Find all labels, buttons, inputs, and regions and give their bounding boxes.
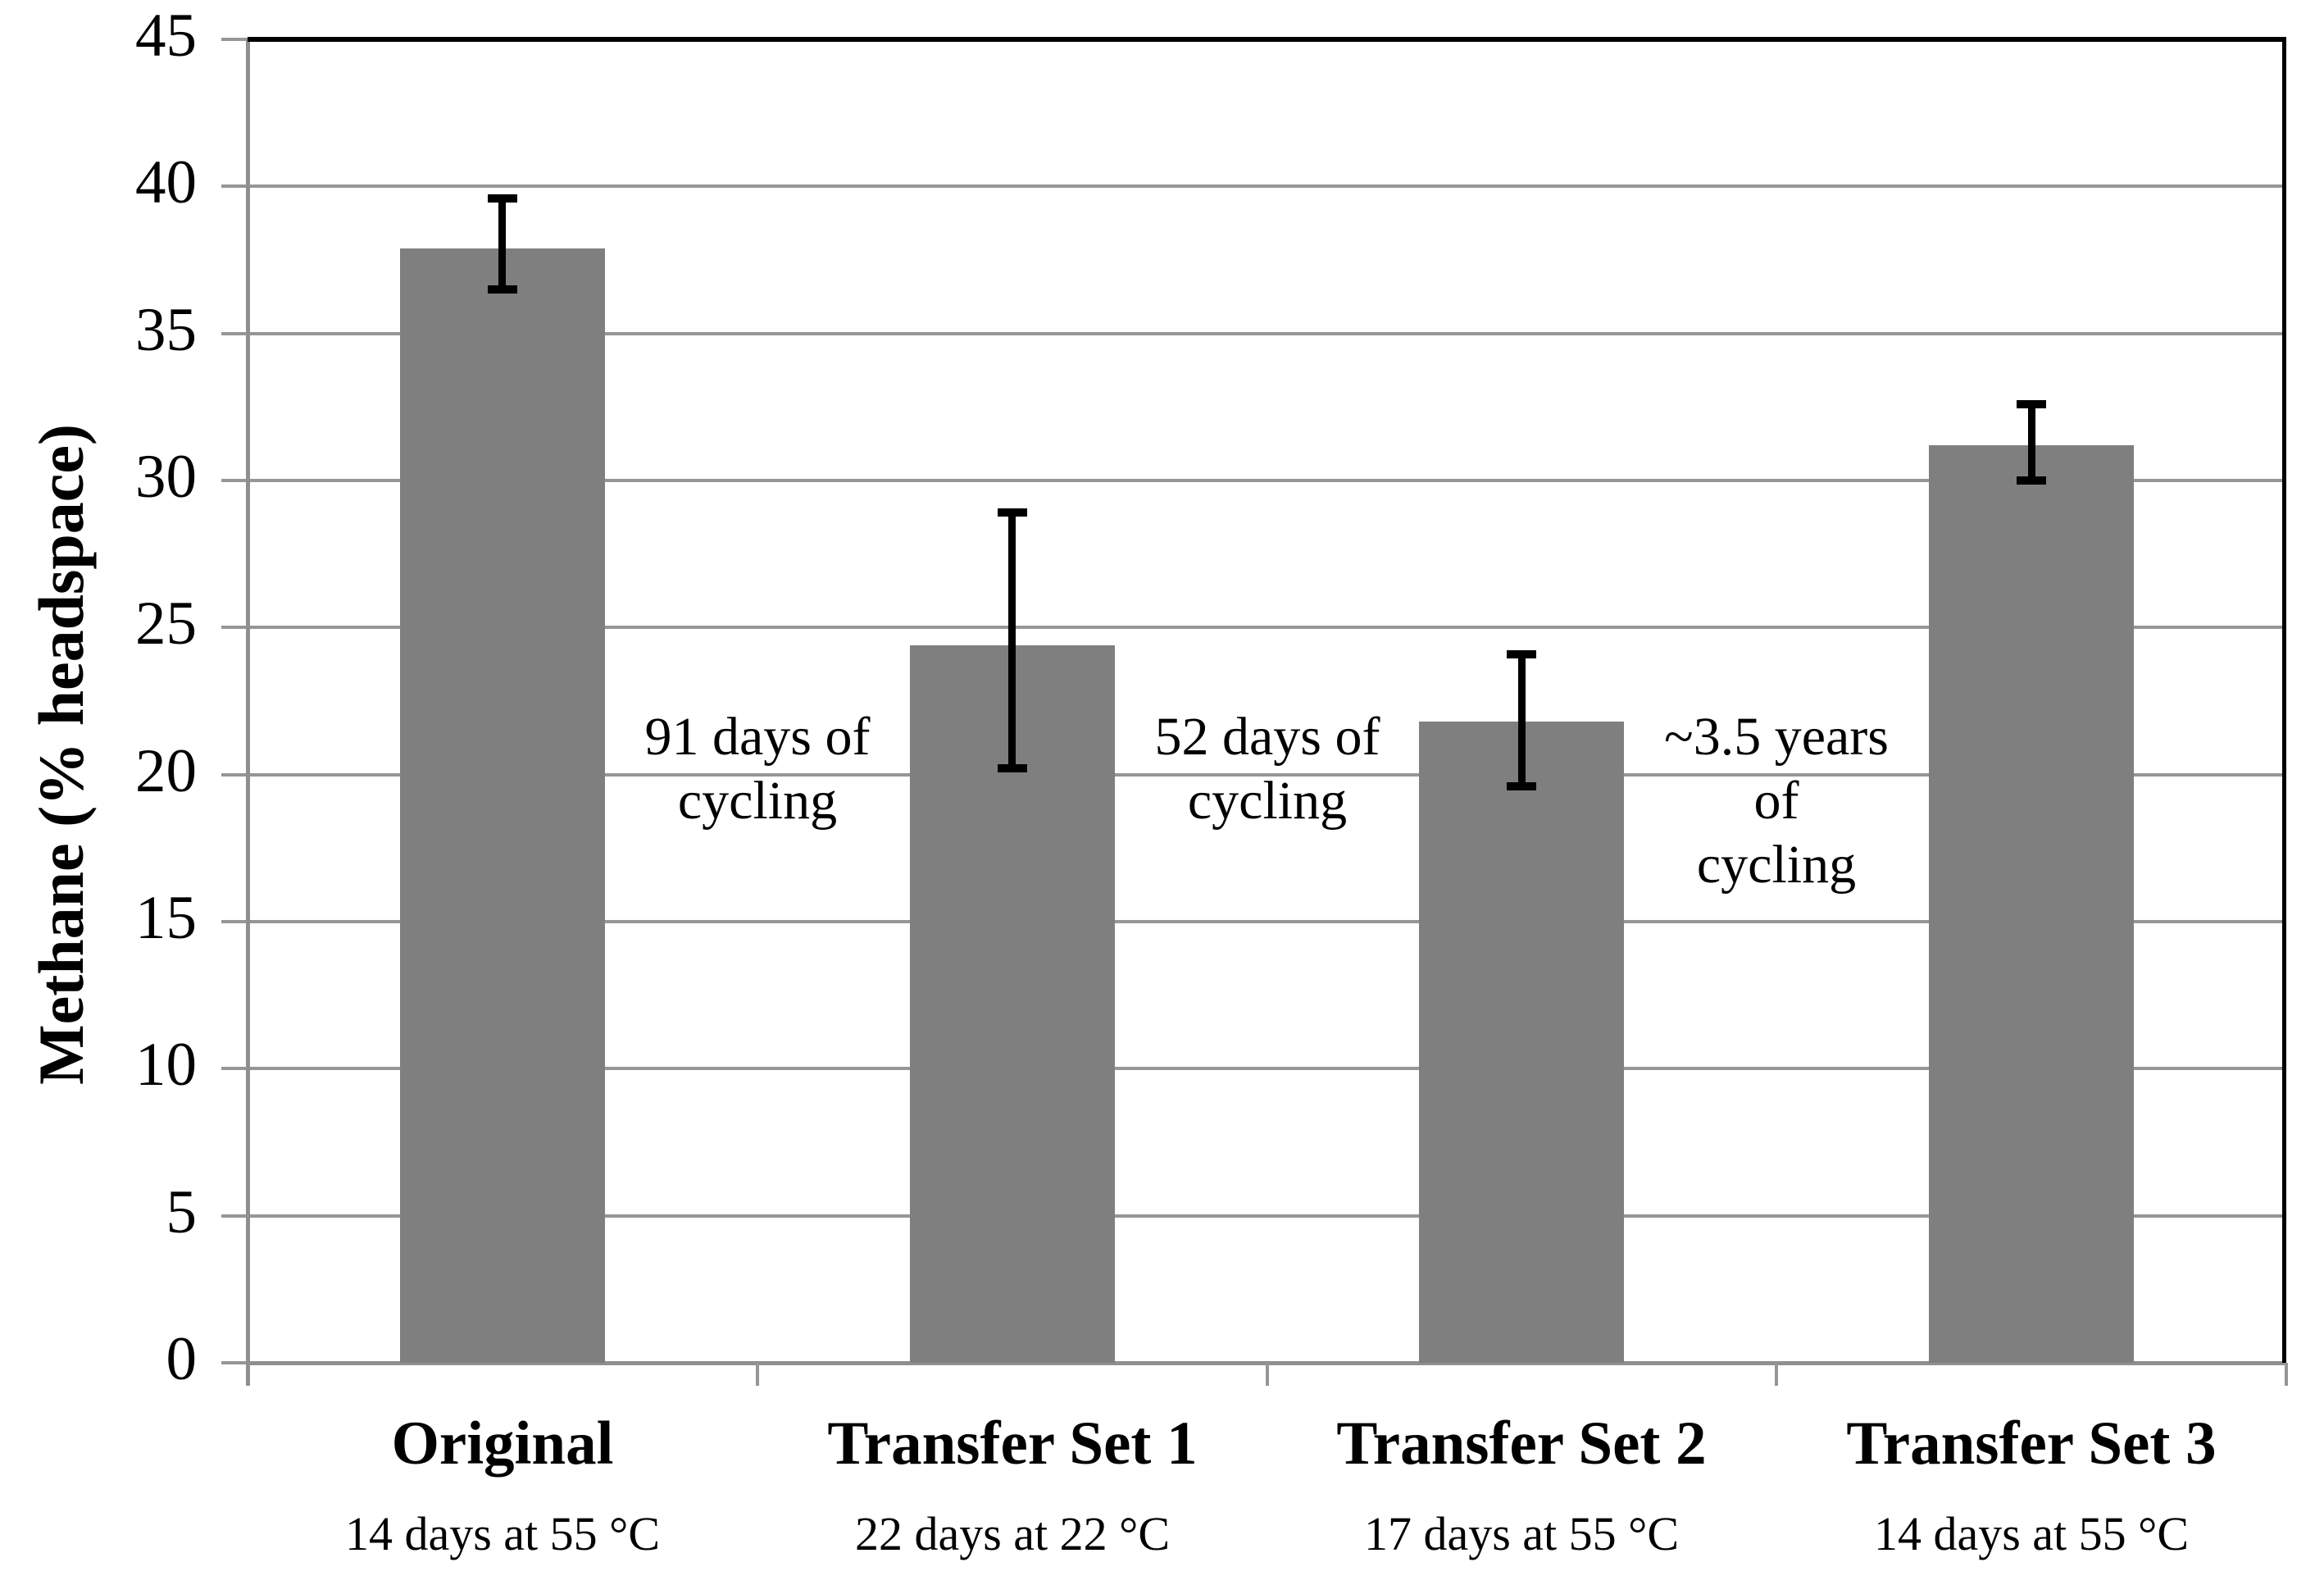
y-tick-label: 20 bbox=[135, 737, 197, 805]
error-bar-cap-top bbox=[998, 508, 1027, 517]
error-bar-cap-bottom bbox=[2017, 476, 2046, 485]
error-bar-cap-top bbox=[1507, 650, 1536, 658]
gridline bbox=[248, 184, 2286, 188]
y-axis-tick bbox=[221, 184, 248, 188]
gridline bbox=[248, 1067, 2286, 1070]
plot-border-top bbox=[248, 37, 2286, 42]
y-tick-label: 35 bbox=[135, 296, 197, 364]
error-bar-line bbox=[2028, 404, 2035, 481]
error-bar-cap-top bbox=[2017, 400, 2046, 408]
error-bar-line bbox=[1518, 654, 1526, 786]
annotation: 91 days of cycling bbox=[644, 707, 871, 831]
x-axis-tick bbox=[1775, 1363, 1778, 1386]
annotation: ~3.5 years of cycling bbox=[1664, 707, 1889, 895]
y-axis-tick bbox=[221, 626, 248, 629]
y-axis-tick bbox=[221, 920, 248, 923]
y-axis-line bbox=[246, 39, 250, 1386]
y-axis-tick bbox=[221, 773, 248, 777]
bar bbox=[1929, 445, 2134, 1363]
error-bar-cap-bottom bbox=[1507, 782, 1536, 790]
y-axis-tick bbox=[221, 38, 248, 41]
category-sublabel: 14 days at 55 °C bbox=[1873, 1507, 2190, 1560]
category-label: Transfer Set 1 bbox=[827, 1410, 1198, 1478]
gridline bbox=[248, 332, 2286, 335]
y-axis-tick bbox=[221, 1361, 248, 1364]
y-axis-tick bbox=[221, 332, 248, 335]
y-tick-label: 40 bbox=[135, 148, 197, 216]
category-label: Transfer Set 2 bbox=[1336, 1410, 1707, 1478]
x-axis-tick bbox=[2285, 1363, 2288, 1386]
error-bar-cap-top bbox=[488, 194, 517, 203]
y-axis-tick bbox=[221, 1214, 248, 1218]
y-tick-label: 45 bbox=[135, 2, 197, 70]
plot-border-right bbox=[2282, 37, 2286, 1363]
category-sublabel: 17 days at 55 °C bbox=[1363, 1507, 1680, 1560]
y-tick-label: 25 bbox=[135, 590, 197, 658]
error-bar-line bbox=[498, 198, 506, 289]
y-axis-tick bbox=[221, 1067, 248, 1070]
gridline bbox=[248, 920, 2286, 923]
y-axis-tick bbox=[221, 479, 248, 482]
x-axis-tick bbox=[1266, 1363, 1269, 1386]
y-tick-label: 0 bbox=[166, 1325, 198, 1393]
category-sublabel: 14 days at 55 °C bbox=[344, 1507, 661, 1560]
annotation: 52 days of cycling bbox=[1154, 707, 1380, 831]
gridline bbox=[248, 773, 2286, 777]
error-bar-cap-bottom bbox=[998, 764, 1027, 772]
category-label: Transfer Set 3 bbox=[1846, 1410, 2217, 1478]
bar bbox=[400, 248, 605, 1363]
y-tick-label: 5 bbox=[166, 1178, 198, 1246]
y-tick-label: 15 bbox=[135, 884, 197, 952]
gridline bbox=[248, 626, 2286, 629]
gridline bbox=[248, 479, 2286, 482]
x-axis-tick bbox=[756, 1363, 759, 1386]
bar bbox=[1419, 722, 1624, 1363]
category-label: Original bbox=[391, 1410, 614, 1478]
gridline bbox=[248, 1214, 2286, 1218]
error-bar-cap-bottom bbox=[488, 285, 517, 294]
error-bar-line bbox=[1008, 512, 1016, 768]
y-tick-label: 10 bbox=[135, 1031, 197, 1099]
category-sublabel: 22 days at 22 °C bbox=[854, 1507, 1171, 1560]
y-tick-label: 30 bbox=[135, 443, 197, 511]
